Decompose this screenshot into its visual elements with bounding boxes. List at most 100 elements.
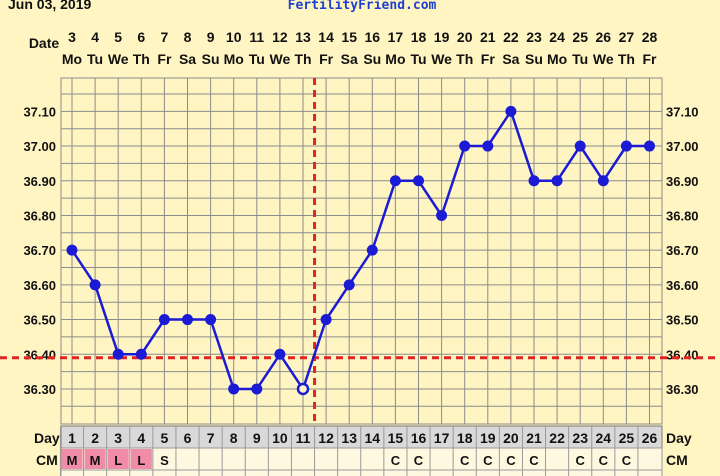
temperature-point [228,383,240,395]
weekday-tick-label: Sa [502,51,519,67]
temperature-point [366,244,378,256]
temperature-point [182,314,193,326]
weekday-tick-label: Mo [62,51,82,67]
temperature-point [343,279,355,291]
cervical-mucus-label: C [483,453,493,468]
date-tick-label: 5 [114,29,122,45]
temperature-point [482,140,494,152]
cycle-day-label: 23 [572,430,588,446]
cycle-day-label: 26 [642,430,658,446]
cervical-mucus-label: C [529,453,539,468]
date-tick-label: 11 [249,29,264,45]
weekday-tick-label: We [108,51,129,67]
cycle-day-label: 9 [253,430,261,446]
cycle-day-label: 20 [503,430,519,446]
temperature-point [505,105,517,117]
y-tick-label-right: 37.00 [666,139,699,154]
weekday-tick-label: Th [133,51,150,67]
extra-row-background [60,469,663,476]
cervical-mucus-label: C [576,453,586,468]
cycle-day-label: 3 [114,430,122,446]
menses-cell [84,449,106,469]
weekday-tick-label: Th [294,51,311,67]
temperature-point [296,382,310,396]
cycle-day-label: 5 [161,430,169,446]
date-tick-label: 15 [341,29,357,45]
date-tick-label: 4 [91,29,99,45]
cm-row-label-right: CM [666,452,688,468]
menses-label: M [67,453,78,468]
weekday-tick-label: We [593,51,614,67]
y-tick-label-right: 36.40 [666,347,699,362]
date-tick-label: 20 [457,29,473,45]
temperature-point [66,244,78,256]
temperature-point [251,383,263,395]
menses-cell [61,449,83,469]
temperature-point [320,314,332,326]
cervical-mucus-label: C [506,453,516,468]
weekday-tick-label: Sa [341,51,358,67]
temperature-point [112,348,124,360]
temperature-point [459,140,471,152]
brand-watermark: FertilityFriend.com [288,0,437,13]
date-tick-label: 10 [226,29,242,45]
day-row-label: Day [34,430,60,446]
temperature-point [551,175,563,187]
date-tick-label: 7 [161,29,169,45]
y-tick-label-left: 37.10 [23,104,56,119]
date-row-label: Date [29,35,60,51]
plot-border [60,77,663,425]
y-tick-label-right: 36.50 [666,313,699,328]
temperature-series [66,105,655,396]
cervical-mucus-label: C [460,453,470,468]
y-tick-label-right: 36.90 [666,174,699,189]
weekday-tick-label: Mo [385,51,405,67]
weekday-tick-label: Fr [157,51,172,67]
cycle-day-label: 8 [230,430,238,446]
temperature-point [205,314,217,326]
date-tick-label: 27 [619,29,635,45]
cycle-day-label: 16 [411,430,427,446]
weekday-tick-label: Su [363,51,381,67]
date-tick-label: 9 [207,29,215,45]
temperature-point [436,209,448,221]
cycle-day-label: 10 [272,430,288,446]
cycle-day-label: 2 [91,430,99,446]
menses-label: S [160,453,169,468]
weekday-tick-label: Th [456,51,473,67]
cycle-day-label: 4 [137,430,145,446]
menses-label: L [114,453,122,468]
y-axis-ticks: 36.30 36.30 36.40 36.40 36.50 36.50 36.60 36.60… [23,104,698,397]
date-tick-label: 28 [642,29,658,45]
day-row-label-right: Day [666,430,692,446]
cycle-day-label: 21 [526,430,542,446]
temperature-point [620,140,632,152]
weekday-tick-label: Tu [410,51,426,67]
cycle-day-label: 17 [434,430,450,446]
weekday-tick-label: Fr [319,51,334,67]
weekday-tick-label: Th [618,51,635,67]
menses-cell [107,449,129,469]
weekday-tick-label: Fr [481,51,496,67]
cycle-day-label: 19 [480,430,496,446]
weekday-tick-label: We [431,51,452,67]
cervical-mucus-label: C [391,453,401,468]
weekday-tick-label: Su [202,51,220,67]
chart-grid [60,77,663,425]
date-tick-label: 22 [503,29,519,45]
date-tick-label: 14 [318,29,334,45]
y-tick-label-left: 36.30 [23,382,56,397]
cervical-mucus-label: C [599,453,609,468]
weekday-tick-label: Mo [224,51,244,67]
weekday-tick-label: Tu [87,51,103,67]
temperature-point [89,279,101,291]
cycle-day-label: 14 [365,430,381,446]
temperature-point [528,175,540,187]
y-tick-label-left: 37.00 [23,139,56,154]
menses-label: L [137,453,145,468]
menses-cell [130,449,152,469]
weekday-tick-label: Mo [547,51,567,67]
cycle-day-label: 13 [341,430,357,446]
cycle-day-label: 1 [68,430,76,446]
